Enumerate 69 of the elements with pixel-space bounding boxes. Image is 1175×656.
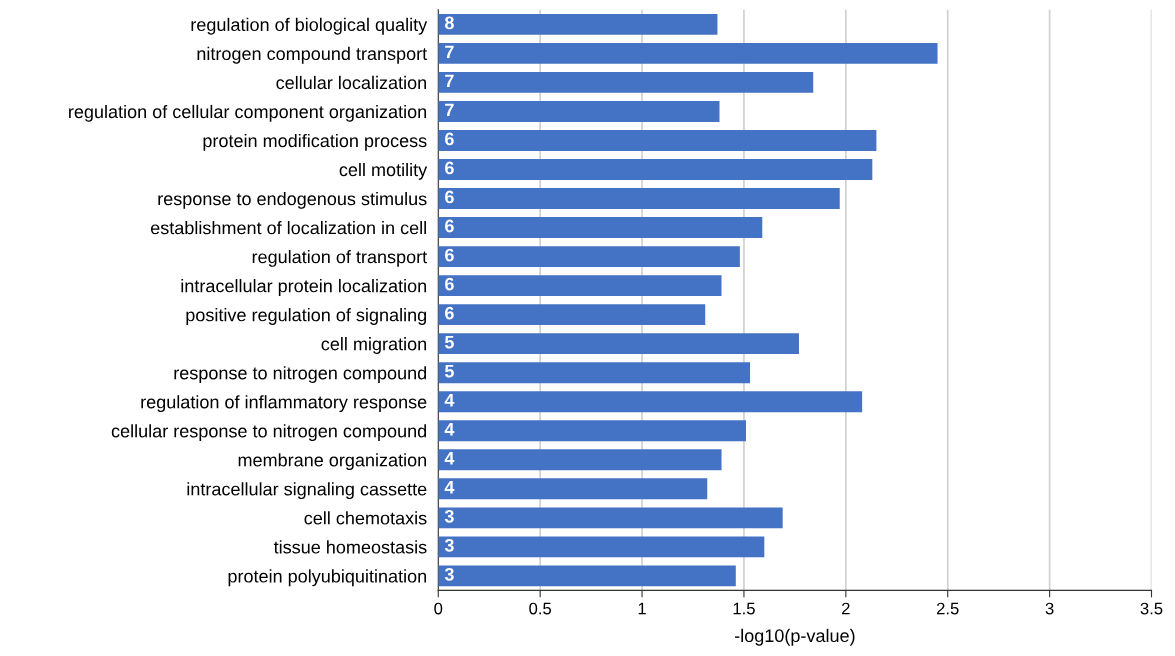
y-tick-label: positive regulation of signaling <box>186 308 427 325</box>
annotation: 6 <box>445 132 454 146</box>
y-tick-label: cell migration <box>321 337 426 354</box>
x-tick-label: 1.5 <box>733 602 755 615</box>
x-tick-label: 3.5 <box>1140 602 1163 615</box>
annotation: 4 <box>444 422 455 436</box>
annotation: 3 <box>444 538 454 552</box>
annotation: 7 <box>445 103 454 117</box>
x-tick-label: 2 <box>842 602 850 615</box>
y-tick-label: regulation of transport <box>252 250 428 267</box>
bar <box>438 246 740 268</box>
y-tick-label: cellular response to nitrogen compound <box>111 424 427 442</box>
bar <box>438 449 722 471</box>
y-tick-label: intracellular signaling cassette <box>187 482 427 500</box>
y-tick-label: cell chemotaxis <box>304 511 427 525</box>
annotation: 6 <box>445 190 454 204</box>
bar <box>438 100 720 122</box>
y-tick-label: cellular localization <box>276 75 426 90</box>
annotation: 5 <box>444 364 454 378</box>
bar <box>438 420 746 442</box>
annotation: 7 <box>445 45 454 59</box>
bar <box>438 13 718 35</box>
y-tick-label: establishment of localization in cell <box>150 221 426 235</box>
x-tick-label: 3 <box>1045 602 1054 615</box>
bar <box>438 304 706 326</box>
bar <box>438 362 751 384</box>
annotation: 6 <box>445 277 454 291</box>
x-axis-title: -log10(p-value) <box>734 628 855 646</box>
bar <box>438 130 877 151</box>
x-tick-label: 2.5 <box>936 602 959 615</box>
bar <box>438 333 799 355</box>
y-tick-label: membrane organization <box>238 453 427 471</box>
bar <box>438 188 840 209</box>
y-tick-label: cell motility <box>339 162 428 180</box>
y-tick-label: regulation of biological quality <box>191 17 428 35</box>
y-tick-label: nitrogen compound transport <box>197 46 428 64</box>
bar <box>438 478 708 500</box>
annotation: 3 <box>444 567 454 581</box>
bar <box>438 159 873 180</box>
bar <box>438 565 736 587</box>
y-tick-label: regulation of cellular component organization <box>69 104 427 122</box>
y-tick-label: protein polyubiquitination <box>228 569 427 587</box>
annotation: 8 <box>444 16 454 30</box>
annotation: 6 <box>445 219 454 233</box>
annotation: 4 <box>444 393 455 407</box>
annotation: 6 <box>445 248 454 262</box>
x-tick-label: 1 <box>638 602 646 615</box>
bar <box>438 391 863 413</box>
annotation: 4 <box>444 452 455 465</box>
bar <box>438 71 814 93</box>
annotation: 5 <box>444 335 454 349</box>
x-tick-label: 0.5 <box>529 602 552 615</box>
bar <box>438 507 783 529</box>
y-tick-label: response to endogenous stimulus <box>158 191 427 209</box>
y-tick-label: protein modification process <box>203 133 427 151</box>
bar <box>438 217 763 238</box>
y-tick-label: response to nitrogen compound <box>174 366 427 383</box>
annotation: 3 <box>444 509 454 523</box>
bar <box>438 42 938 64</box>
bar <box>438 536 765 558</box>
annotation: 6 <box>445 161 454 175</box>
annotation: 4 <box>444 481 455 494</box>
y-tick-label: regulation of inflammatory response <box>141 395 427 413</box>
bar <box>438 275 722 297</box>
y-tick-label: tissue homeostasis <box>273 540 427 554</box>
y-tick-label: intracellular protein localization <box>181 279 427 296</box>
x-tick-label: 0 <box>434 602 443 615</box>
annotation: 6 <box>445 306 454 320</box>
annotation: 7 <box>445 74 454 88</box>
